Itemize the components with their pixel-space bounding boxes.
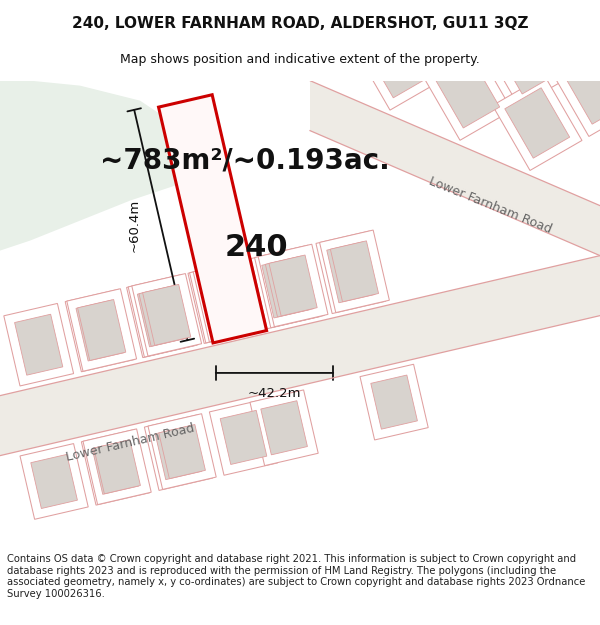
Polygon shape: [65, 289, 135, 372]
Text: Lower Farnham Road: Lower Farnham Road: [65, 421, 196, 464]
Polygon shape: [563, 54, 600, 124]
Polygon shape: [254, 245, 325, 328]
Polygon shape: [316, 231, 386, 314]
Polygon shape: [424, 0, 488, 64]
Polygon shape: [331, 241, 379, 302]
Polygon shape: [200, 271, 248, 332]
Text: 240: 240: [225, 233, 289, 262]
Polygon shape: [493, 76, 582, 171]
Polygon shape: [412, 0, 501, 76]
Polygon shape: [158, 95, 266, 343]
Polygon shape: [295, 0, 359, 68]
Polygon shape: [143, 284, 191, 345]
Polygon shape: [482, 0, 547, 30]
Polygon shape: [20, 444, 88, 519]
Polygon shape: [365, 28, 430, 98]
Polygon shape: [188, 261, 258, 344]
Polygon shape: [76, 300, 124, 361]
Text: Map shows position and indicative extent of the property.: Map shows position and indicative extent…: [120, 54, 480, 66]
Polygon shape: [14, 314, 63, 375]
Polygon shape: [148, 414, 216, 489]
Polygon shape: [92, 440, 139, 494]
Polygon shape: [250, 390, 318, 466]
Polygon shape: [553, 0, 600, 60]
Polygon shape: [132, 274, 202, 356]
Polygon shape: [83, 429, 151, 504]
Polygon shape: [310, 81, 600, 256]
Text: ~783m²/~0.193ac.: ~783m²/~0.193ac.: [100, 147, 390, 174]
Polygon shape: [204, 270, 252, 331]
Polygon shape: [67, 289, 137, 371]
Polygon shape: [269, 255, 317, 316]
Text: Lower Farnham Road: Lower Farnham Road: [427, 175, 553, 236]
Polygon shape: [0, 256, 600, 456]
Polygon shape: [320, 230, 389, 312]
Polygon shape: [341, 0, 431, 46]
Polygon shape: [31, 454, 77, 509]
Text: Contains OS data © Crown copyright and database right 2021. This information is : Contains OS data © Crown copyright and d…: [7, 554, 586, 599]
Polygon shape: [261, 401, 307, 455]
Polygon shape: [77, 299, 126, 361]
Polygon shape: [155, 426, 202, 479]
Polygon shape: [190, 261, 259, 343]
Polygon shape: [505, 88, 569, 158]
Polygon shape: [145, 415, 212, 491]
Polygon shape: [400, 0, 490, 12]
Polygon shape: [371, 375, 418, 429]
Polygon shape: [0, 81, 185, 251]
Polygon shape: [139, 286, 187, 346]
Polygon shape: [127, 275, 196, 358]
Text: 240, LOWER FARNHAM ROAD, ALDERSHOT, GU11 3QZ: 240, LOWER FARNHAM ROAD, ALDERSHOT, GU11…: [72, 16, 528, 31]
Polygon shape: [353, 0, 419, 34]
Polygon shape: [494, 24, 559, 94]
Polygon shape: [327, 242, 375, 302]
Polygon shape: [137, 286, 185, 347]
Polygon shape: [360, 364, 428, 440]
Polygon shape: [422, 46, 512, 140]
Polygon shape: [470, 0, 560, 42]
Polygon shape: [265, 256, 314, 317]
Polygon shape: [435, 58, 500, 128]
Polygon shape: [551, 41, 600, 136]
Polygon shape: [82, 429, 149, 505]
Polygon shape: [283, 0, 372, 80]
Text: ~60.4m: ~60.4m: [128, 198, 141, 252]
Polygon shape: [220, 411, 267, 464]
Polygon shape: [193, 259, 263, 342]
Polygon shape: [353, 15, 442, 110]
Polygon shape: [199, 272, 247, 332]
Polygon shape: [94, 439, 140, 494]
Polygon shape: [209, 399, 278, 475]
Polygon shape: [128, 274, 198, 357]
Polygon shape: [251, 246, 321, 329]
Polygon shape: [159, 424, 205, 479]
Polygon shape: [540, 0, 600, 72]
Polygon shape: [481, 11, 571, 106]
Polygon shape: [262, 257, 310, 318]
Polygon shape: [208, 269, 256, 330]
Text: ~42.2m: ~42.2m: [248, 387, 301, 400]
Polygon shape: [258, 244, 328, 327]
Polygon shape: [197, 258, 266, 341]
Polygon shape: [4, 303, 74, 386]
